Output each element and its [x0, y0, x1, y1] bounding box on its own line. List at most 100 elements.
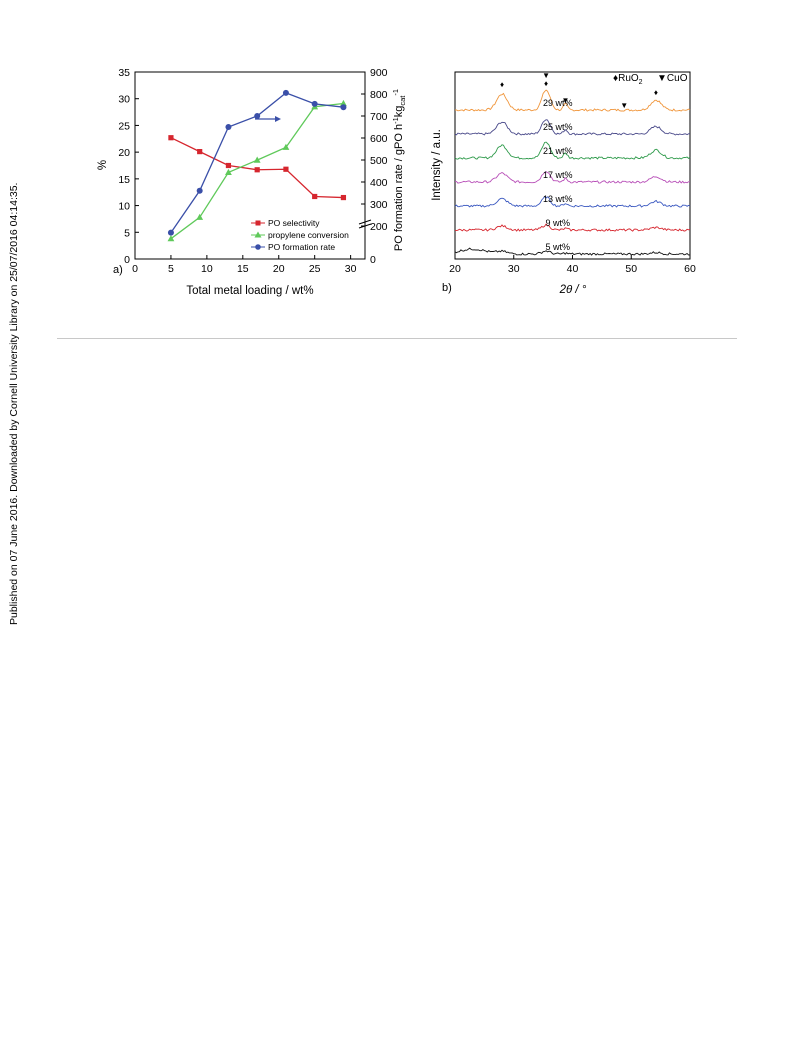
xrd-pattern-line: [454, 141, 691, 160]
chart-b-phase-markers: ♦▼♦▼▼♦: [500, 71, 658, 110]
y-right-tick-label: 400: [370, 177, 388, 189]
chart-a-x-ticks: 0 5 10 15 20 25 30: [132, 255, 357, 275]
chart-a-axes: [134, 71, 372, 260]
left-axis-title: %: [97, 160, 109, 170]
data-point: [225, 124, 232, 130]
data-point: [196, 187, 203, 194]
phase-marker: ▼: [542, 71, 550, 80]
divider: [57, 338, 737, 339]
y-left-tick-label: 0: [124, 254, 130, 266]
y-right-tick-label: 800: [370, 89, 388, 101]
x-axis-title: Total metal loading / wt%: [186, 285, 313, 297]
x-tick-label: 40: [567, 263, 579, 275]
chart-b-series: 29 wt% 25 wt% 21 wt% 17 wt% 13 wt% 9 wt% 5 wt%: [454, 89, 691, 256]
y-left-tick-label: 25: [118, 120, 130, 132]
series-po-formation-rate: [167, 89, 347, 236]
right-axis-title: PO formation rate / gPO h-1kgcat-1: [391, 89, 407, 251]
x-tick-label: 20: [449, 263, 461, 275]
chart-b-legend: ♦RuO2 ▼CuO: [613, 73, 688, 86]
x-tick-label: 50: [625, 263, 637, 275]
pattern-label: 13 wt%: [543, 194, 573, 204]
data-point: [225, 168, 232, 176]
xrd-pattern-line: [454, 89, 691, 112]
x-tick-label: 25: [309, 263, 321, 275]
data-point: [225, 162, 232, 169]
x-tick-label: 10: [201, 263, 213, 275]
pattern-5-wt%: 5 wt%: [454, 242, 691, 256]
x-tick-label: 60: [684, 263, 696, 275]
pattern-9-wt%: 9 wt%: [455, 218, 691, 232]
y-right-tick-label: 200: [370, 221, 388, 233]
data-point: [340, 194, 347, 201]
pattern-label: 5 wt%: [546, 242, 571, 252]
x-tick-label: 15: [237, 263, 249, 275]
y-right-tick-label: 700: [370, 111, 388, 123]
data-point: [197, 149, 203, 155]
chart-a-y-ticks-left: 0 5 10 15 20 25 30 35: [118, 67, 139, 266]
y-right-tick-label: 0: [370, 254, 376, 266]
pattern-17-wt%: 17 wt%: [455, 170, 691, 184]
legend-entry-cuo: ▼CuO: [657, 73, 688, 84]
chart-a-series: [167, 89, 347, 242]
x-axis-title: 2θ / °: [559, 284, 587, 296]
chart-b-svg: 20 30 40 50 60 29 wt% 25 wt% 21 wt% 17 wt% 13 wt…: [431, 71, 696, 296]
data-point: [167, 235, 175, 242]
x-tick-label: 20: [273, 263, 285, 275]
data-point: [167, 229, 174, 236]
data-point: [168, 135, 174, 141]
x-tick-label: 0: [132, 263, 138, 275]
data-point: [312, 193, 318, 200]
data-point: [196, 213, 204, 220]
chart-a: 0 5 10 15 20 25 30 0 5 10 15 20 25 30 35 0 200 300 400 50…: [95, 62, 415, 307]
pattern-13-wt%: 13 wt%: [454, 194, 691, 208]
pattern-label: 25 wt%: [543, 122, 573, 132]
y-right-tick-label: 900: [370, 67, 388, 79]
x-tick-label: 30: [508, 263, 520, 275]
legend-label: propylene conversion: [268, 230, 349, 240]
legend-entry-ruo2: ♦RuO2: [613, 73, 643, 86]
phase-marker: ▼: [620, 101, 628, 110]
pattern-21-wt%: 21 wt%: [454, 141, 691, 160]
data-point: [340, 104, 347, 111]
legend-triangle-marker: [254, 231, 262, 238]
data-point: [311, 100, 318, 107]
y-axis-title: Intensity / a.u.: [431, 129, 443, 201]
phase-marker: ♦: [500, 80, 504, 89]
right-axis-arrow: [255, 116, 281, 122]
chart-a-y-ticks-right: 0 200 300 400 500 600 700 800 900: [361, 67, 388, 266]
legend-label: PO selectivity: [268, 218, 320, 228]
pattern-25-wt%: 25 wt%: [454, 119, 691, 136]
chart-b: 20 30 40 50 60 29 wt% 25 wt% 21 wt% 17 wt% 13 wt…: [425, 62, 725, 307]
panel-label-b: b): [442, 282, 452, 294]
pattern-29-wt%: 29 wt%: [454, 89, 691, 112]
y-left-tick-label: 30: [118, 94, 130, 106]
xrd-pattern-line: [454, 119, 691, 136]
side-note: Published on 07 June 2016. Downloaded by…: [3, 30, 23, 630]
series-po-selectivity: [168, 135, 347, 201]
y-right-tick-label: 600: [370, 133, 388, 145]
y-right-tick-label: 500: [370, 155, 388, 167]
data-point: [254, 113, 261, 119]
data-point: [340, 99, 347, 107]
data-point: [254, 167, 260, 173]
side-note-text: Published on 07 June 2016. Downloaded by…: [8, 183, 20, 625]
x-tick-label: 30: [345, 263, 357, 275]
y-left-tick-label: 10: [118, 201, 130, 213]
panel-label-a: a): [113, 264, 123, 276]
pattern-label: 29 wt%: [543, 98, 573, 108]
x-tick-label: 5: [168, 263, 174, 275]
y-left-tick-label: 5: [124, 227, 130, 239]
phase-marker: ♦: [654, 88, 658, 97]
legend-label: PO formation rate: [268, 242, 335, 252]
xrd-pattern-line: [454, 195, 691, 208]
xrd-pattern-line: [454, 247, 691, 256]
pattern-label: 9 wt%: [546, 218, 571, 228]
pattern-label: 21 wt%: [543, 146, 573, 156]
data-point: [282, 143, 290, 150]
pattern-label: 17 wt%: [543, 170, 573, 180]
xrd-pattern-line: [455, 223, 691, 232]
y-left-tick-label: 20: [118, 147, 130, 159]
chart-b-x-ticks: 20 30 40 50 60: [449, 255, 696, 275]
phase-marker: ♦: [544, 79, 548, 88]
y-left-tick-label: 35: [118, 67, 130, 79]
